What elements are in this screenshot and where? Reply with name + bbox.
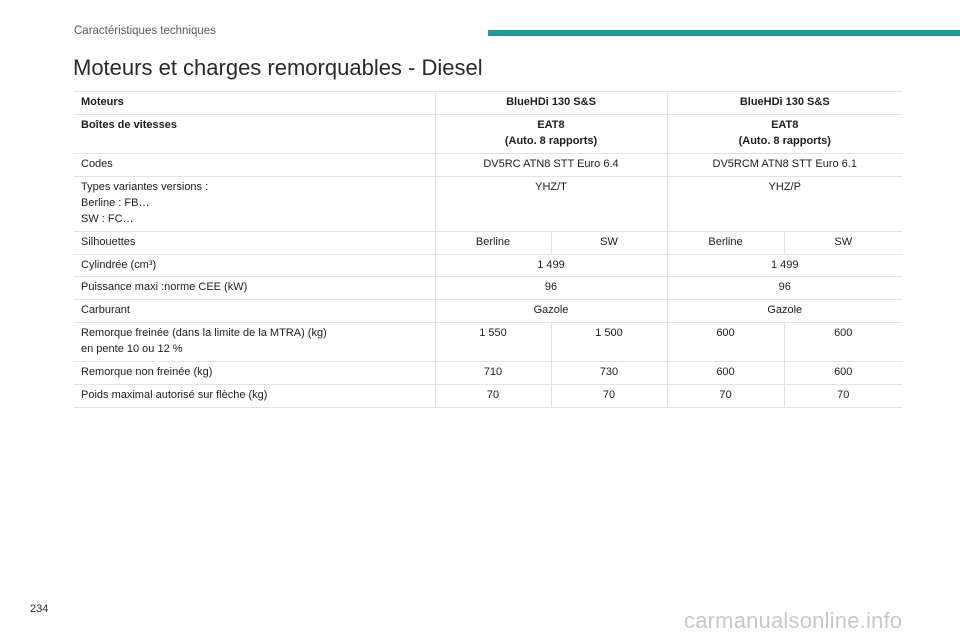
types-label-line1: Types variantes versions : xyxy=(81,180,209,193)
braked-trailer-label-line2: en pente 10 ou 12 % xyxy=(81,343,183,356)
table-row-gearbox: Boîtes de vitesses EAT8 (Auto. 8 rapport… xyxy=(74,114,902,154)
codes-col1: DV5RC ATN8 STT Euro 6.4 xyxy=(435,153,668,177)
power-col1: 96 xyxy=(435,276,668,301)
braked-trailer-cell: 1 500 xyxy=(551,322,668,363)
nose-weight-cell: 70 xyxy=(435,384,552,409)
nose-weight-cell: 70 xyxy=(667,384,785,409)
braked-trailer-cell: 1 550 xyxy=(435,322,552,363)
nose-weight-cell: 70 xyxy=(551,384,668,409)
table-row-nose-weight: Poids maximal autorisé sur flèche (kg) 7… xyxy=(74,384,902,409)
table-row-silhouettes: Silhouettes Berline SW Berline SW xyxy=(74,231,902,255)
types-label-line3: SW : FC… xyxy=(81,212,134,225)
codes-label: Codes xyxy=(74,153,436,177)
nose-weight-label: Poids maximal autorisé sur flèche (kg) xyxy=(74,384,436,409)
table-row-braked-trailer: Remorque freinée (dans la limite de la M… xyxy=(74,322,902,363)
unbraked-trailer-cell: 600 xyxy=(667,361,785,386)
power-label: Puissance maxi :norme CEE (kW) xyxy=(74,276,436,301)
table-row-types: Types variantes versions : Berline : FB…… xyxy=(74,176,902,232)
gearbox-col2-line2: (Auto. 8 rapports) xyxy=(738,134,831,147)
fuel-col1: Gazole xyxy=(435,299,668,324)
gearbox-col1-line2: (Auto. 8 rapports) xyxy=(504,134,598,147)
braked-trailer-cell: 600 xyxy=(784,322,902,363)
unbraked-trailer-cell: 710 xyxy=(435,361,552,386)
fuel-col2: Gazole xyxy=(667,299,902,324)
unbraked-trailer-cell: 730 xyxy=(551,361,668,386)
gearbox-col2-line1: EAT8 xyxy=(771,118,799,131)
table-row-fuel: Carburant Gazole Gazole xyxy=(74,299,902,324)
gearbox-col1: EAT8 (Auto. 8 rapports) xyxy=(435,114,668,154)
gearbox-label: Boîtes de vitesses xyxy=(74,114,436,154)
header-accent-bar xyxy=(488,30,960,36)
table-row-cylinder: Cylindrée (cm³) 1 499 1 499 xyxy=(74,254,902,278)
fuel-label: Carburant xyxy=(74,299,436,324)
gearbox-col2: EAT8 (Auto. 8 rapports) xyxy=(667,114,902,154)
watermark: carmanualsonline.info xyxy=(684,608,903,633)
silhouette-cell: SW xyxy=(551,231,668,255)
types-col1: YHZ/T xyxy=(435,176,668,232)
table-row-unbraked-trailer: Remorque non freinée (kg) 710 730 600 60… xyxy=(74,361,902,386)
silhouette-cell: Berline xyxy=(667,231,785,255)
nose-weight-cell: 70 xyxy=(784,384,902,409)
engine-col2-header: BlueHDi 130 S&S xyxy=(667,91,902,115)
silhouette-cell: Berline xyxy=(435,231,552,255)
braked-trailer-label: Remorque freinée (dans la limite de la M… xyxy=(74,322,436,363)
power-col2: 96 xyxy=(667,276,902,301)
braked-trailer-label-line1: Remorque freinée (dans la limite de la M… xyxy=(81,327,327,340)
table-row-power: Puissance maxi :norme CEE (kW) 96 96 xyxy=(74,276,902,301)
section-header: Caractéristiques techniques xyxy=(74,25,216,37)
page-number: 234 xyxy=(30,603,49,615)
page-title: Moteurs et charges remorquables - Diesel xyxy=(73,55,483,80)
braked-trailer-cell: 600 xyxy=(667,322,785,363)
codes-col2: DV5RCM ATN8 STT Euro 6.1 xyxy=(667,153,902,177)
cylinder-col1: 1 499 xyxy=(435,254,668,278)
types-col2: YHZ/P xyxy=(667,176,902,232)
table-header-row: Moteurs BlueHDi 130 S&S BlueHDi 130 S&S xyxy=(74,91,902,115)
engine-spec-table: Moteurs BlueHDi 130 S&S BlueHDi 130 S&S … xyxy=(74,91,902,409)
types-label-line2: Berline : FB… xyxy=(81,196,150,209)
silhouette-cell: SW xyxy=(784,231,902,255)
engine-col1-header: BlueHDi 130 S&S xyxy=(435,91,668,115)
unbraked-trailer-label: Remorque non freinée (kg) xyxy=(74,361,436,386)
table-row-codes: Codes DV5RC ATN8 STT Euro 6.4 DV5RCM ATN… xyxy=(74,153,902,177)
cylinder-col2: 1 499 xyxy=(667,254,902,278)
engines-header: Moteurs xyxy=(74,91,436,115)
types-label: Types variantes versions : Berline : FB…… xyxy=(74,176,436,232)
silhouettes-label: Silhouettes xyxy=(74,231,436,255)
cylinder-label: Cylindrée (cm³) xyxy=(74,254,436,278)
unbraked-trailer-cell: 600 xyxy=(784,361,902,386)
gearbox-col1-line1: EAT8 xyxy=(537,118,565,131)
